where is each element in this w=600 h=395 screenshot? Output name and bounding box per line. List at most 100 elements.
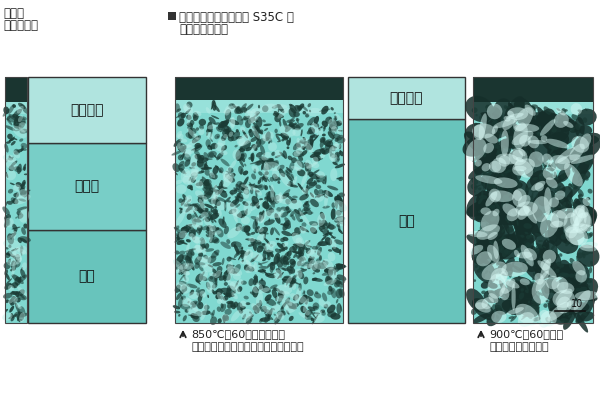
Ellipse shape	[574, 198, 589, 212]
Ellipse shape	[482, 246, 507, 267]
Ellipse shape	[514, 280, 519, 283]
Ellipse shape	[313, 155, 317, 159]
Ellipse shape	[574, 273, 578, 276]
Ellipse shape	[497, 237, 506, 241]
Ellipse shape	[514, 214, 519, 230]
Ellipse shape	[323, 179, 326, 184]
Ellipse shape	[187, 213, 192, 220]
Ellipse shape	[577, 252, 583, 258]
Ellipse shape	[529, 235, 533, 237]
Ellipse shape	[507, 221, 509, 223]
Ellipse shape	[554, 171, 557, 181]
Ellipse shape	[291, 198, 297, 203]
Ellipse shape	[311, 169, 320, 175]
Ellipse shape	[325, 140, 331, 147]
Ellipse shape	[488, 105, 492, 110]
Ellipse shape	[14, 194, 31, 205]
Ellipse shape	[472, 177, 478, 184]
Ellipse shape	[582, 283, 589, 292]
Ellipse shape	[202, 225, 212, 230]
Ellipse shape	[221, 184, 223, 192]
Ellipse shape	[336, 177, 342, 179]
Ellipse shape	[507, 123, 510, 129]
Ellipse shape	[197, 289, 205, 296]
Ellipse shape	[209, 152, 214, 158]
Ellipse shape	[189, 167, 195, 169]
Ellipse shape	[530, 191, 557, 214]
Ellipse shape	[226, 264, 233, 270]
Ellipse shape	[322, 206, 330, 209]
Ellipse shape	[2, 313, 13, 321]
Ellipse shape	[299, 212, 308, 216]
Ellipse shape	[517, 245, 521, 252]
Ellipse shape	[205, 217, 210, 222]
Ellipse shape	[14, 122, 19, 128]
Ellipse shape	[7, 115, 16, 122]
Ellipse shape	[197, 195, 206, 198]
Ellipse shape	[497, 149, 503, 153]
Ellipse shape	[263, 201, 269, 209]
Ellipse shape	[503, 195, 509, 201]
Ellipse shape	[305, 163, 310, 167]
Ellipse shape	[180, 293, 183, 299]
Ellipse shape	[551, 128, 557, 132]
Ellipse shape	[491, 304, 496, 312]
Ellipse shape	[18, 275, 27, 283]
Ellipse shape	[474, 164, 478, 169]
Ellipse shape	[211, 100, 215, 110]
Ellipse shape	[579, 290, 598, 301]
Ellipse shape	[224, 200, 226, 211]
Ellipse shape	[183, 275, 187, 281]
Ellipse shape	[476, 175, 482, 182]
Ellipse shape	[229, 265, 235, 268]
Ellipse shape	[227, 285, 232, 293]
Ellipse shape	[212, 268, 218, 275]
Ellipse shape	[212, 271, 222, 276]
Ellipse shape	[193, 236, 200, 244]
Ellipse shape	[482, 252, 484, 254]
Ellipse shape	[254, 227, 259, 233]
Ellipse shape	[463, 136, 490, 157]
Ellipse shape	[305, 310, 310, 316]
Ellipse shape	[500, 139, 511, 148]
Ellipse shape	[265, 273, 275, 278]
Ellipse shape	[560, 220, 563, 227]
Ellipse shape	[574, 290, 590, 312]
Ellipse shape	[539, 173, 544, 181]
Ellipse shape	[290, 210, 296, 217]
Ellipse shape	[329, 137, 335, 143]
Ellipse shape	[250, 202, 259, 207]
Ellipse shape	[248, 184, 259, 188]
Ellipse shape	[563, 231, 575, 244]
Ellipse shape	[293, 253, 298, 258]
Ellipse shape	[486, 203, 491, 209]
Ellipse shape	[490, 317, 493, 322]
Ellipse shape	[329, 117, 332, 122]
Ellipse shape	[258, 171, 263, 176]
Ellipse shape	[289, 316, 293, 321]
Ellipse shape	[193, 112, 197, 118]
Ellipse shape	[506, 106, 511, 108]
Ellipse shape	[564, 273, 569, 278]
Ellipse shape	[491, 117, 498, 124]
Ellipse shape	[299, 194, 309, 201]
Ellipse shape	[500, 233, 505, 240]
Ellipse shape	[238, 140, 251, 147]
Ellipse shape	[479, 264, 485, 270]
Ellipse shape	[481, 184, 484, 186]
Ellipse shape	[211, 175, 214, 177]
Ellipse shape	[215, 165, 223, 173]
Ellipse shape	[265, 310, 267, 314]
Ellipse shape	[302, 105, 308, 111]
Ellipse shape	[200, 212, 208, 218]
Ellipse shape	[203, 181, 212, 191]
Ellipse shape	[330, 124, 333, 127]
Ellipse shape	[23, 191, 28, 198]
Ellipse shape	[211, 187, 215, 190]
Ellipse shape	[218, 181, 222, 190]
Ellipse shape	[524, 248, 527, 255]
Ellipse shape	[295, 105, 301, 112]
Ellipse shape	[312, 246, 319, 250]
Ellipse shape	[488, 283, 497, 289]
Ellipse shape	[475, 198, 496, 218]
